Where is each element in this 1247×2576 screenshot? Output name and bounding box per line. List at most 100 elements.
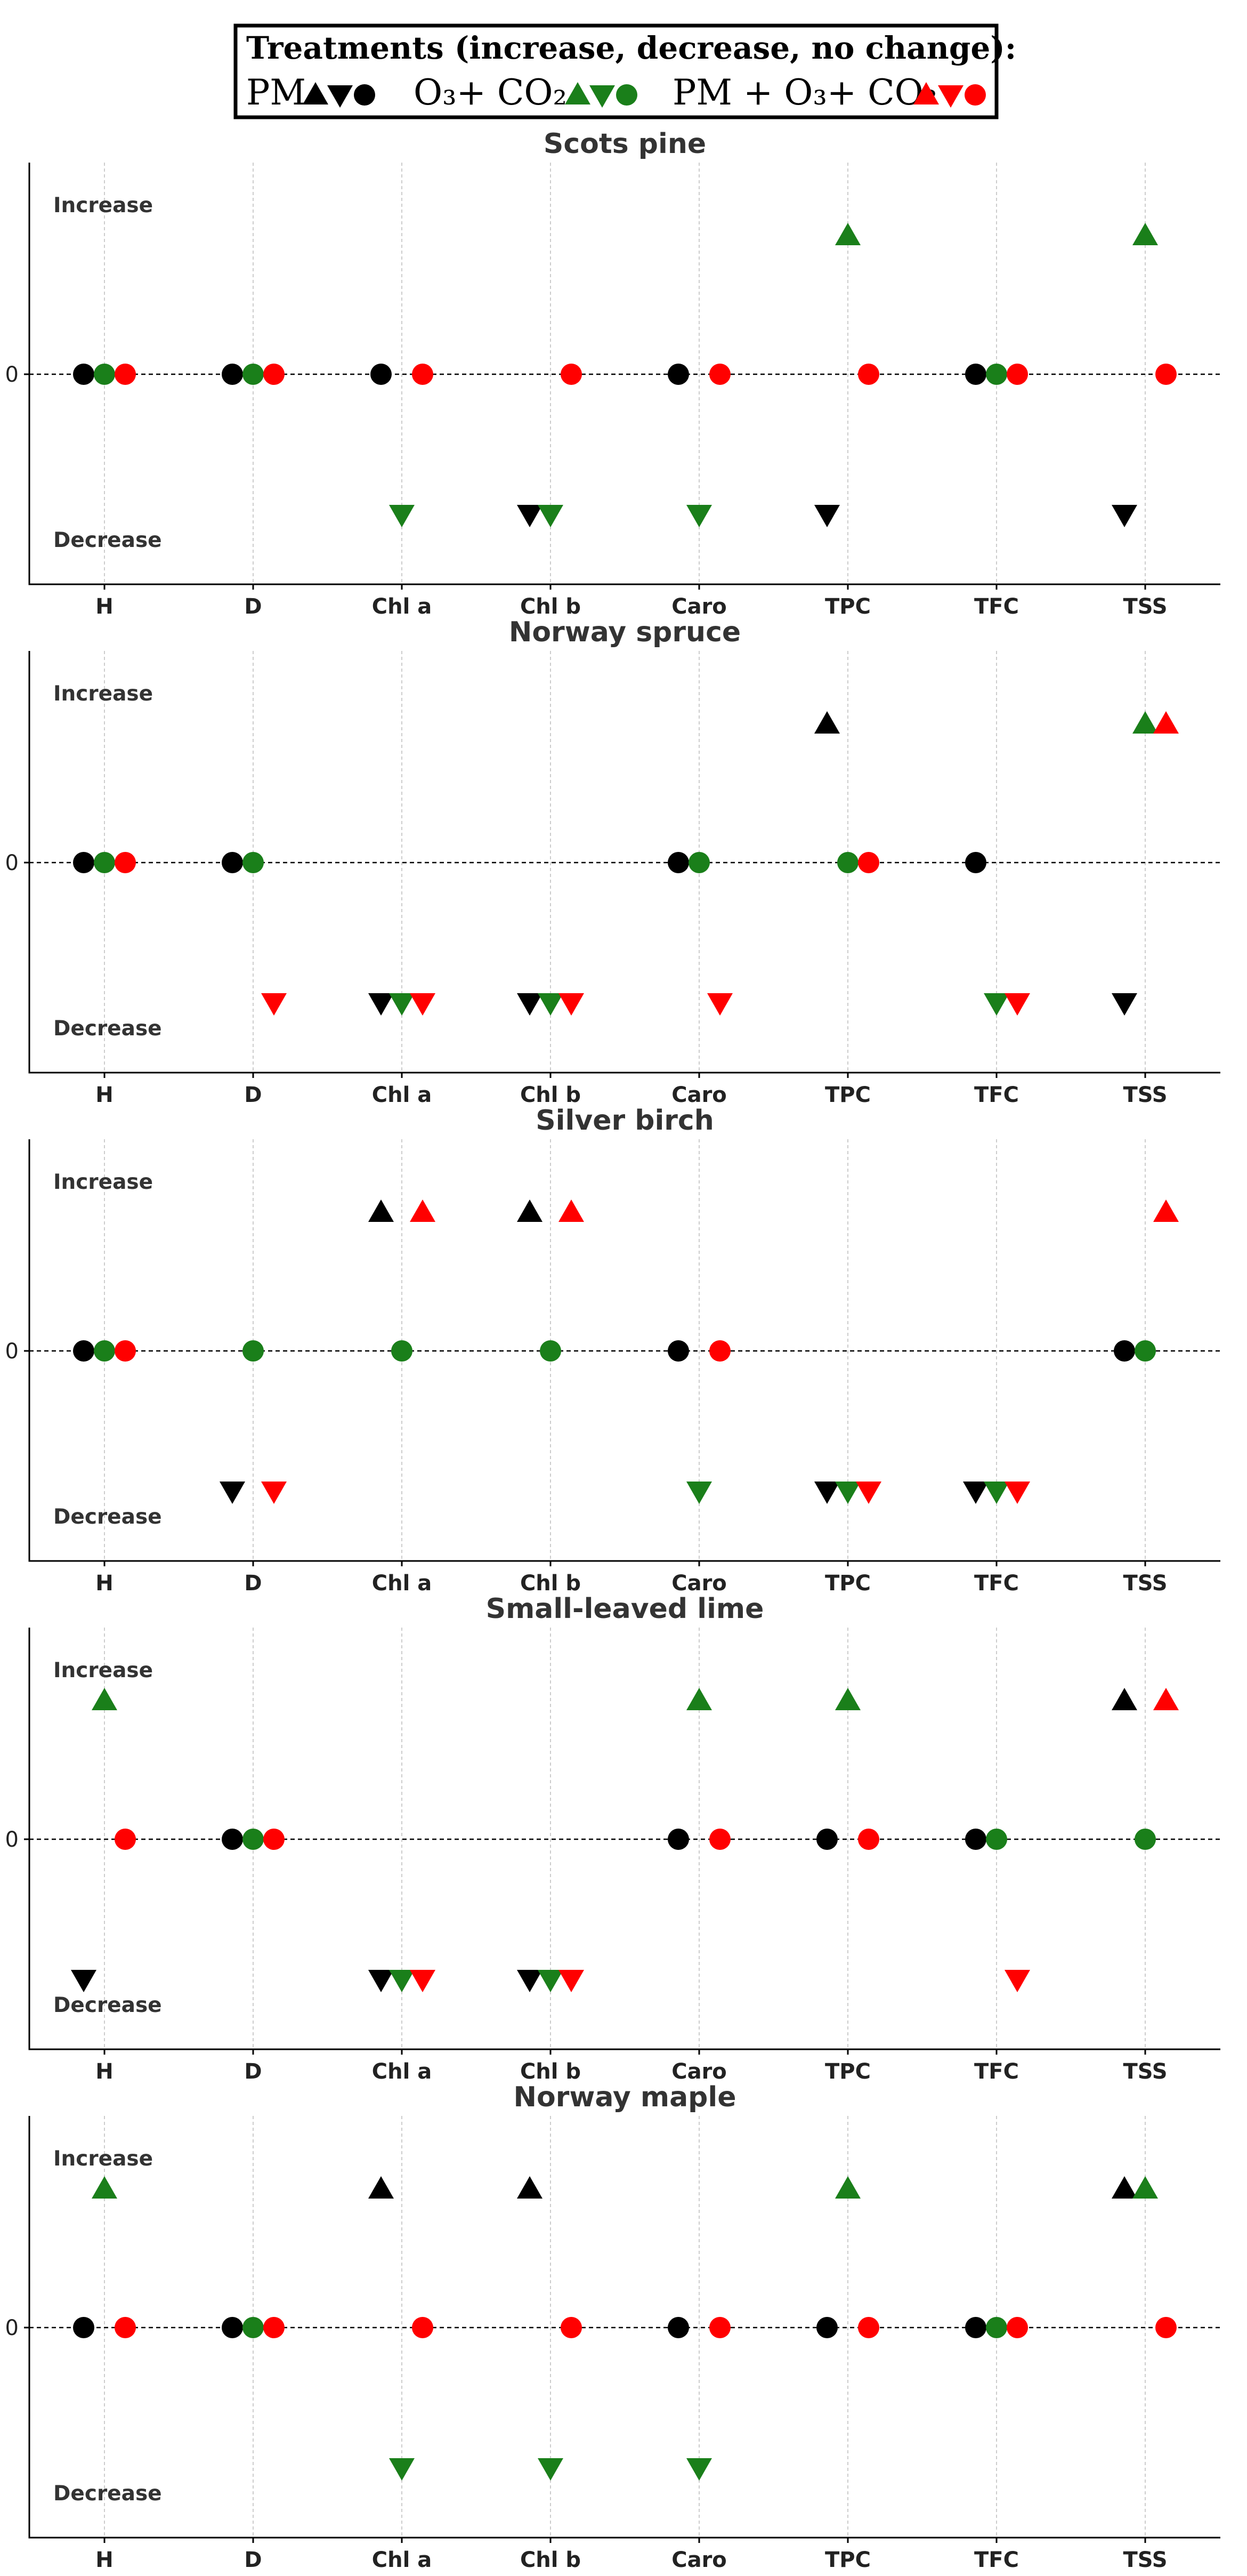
marker-increase (558, 1200, 584, 1222)
marker-no-change (668, 1340, 689, 1362)
marker-decrease (1005, 1970, 1030, 1992)
marker-no-change (561, 2317, 582, 2338)
marker-no-change (242, 852, 264, 873)
legend-entries: PM O₃+ CO₂ PM + O₃+ CO₂ (246, 72, 986, 113)
legend-nochange-marker (965, 84, 986, 106)
marker-decrease (814, 1482, 840, 1504)
marker-decrease (71, 1970, 96, 1992)
marker-decrease (517, 993, 542, 1016)
axes (28, 1139, 1220, 1562)
marker-increase (1112, 2176, 1137, 2199)
marker-no-change (709, 1829, 731, 1850)
marker-no-change (115, 852, 136, 873)
marker-increase (1153, 711, 1179, 734)
panel-title: Small-leaved lime (486, 1593, 764, 1625)
x-tick-label: Caro (671, 1083, 727, 1107)
marker-decrease (368, 993, 394, 1016)
marker-no-change (94, 852, 115, 873)
marker-no-change (94, 1340, 115, 1362)
decrease-label: Decrease (53, 528, 162, 552)
legend-label-3: PM + O₃+ CO₂ (673, 72, 937, 113)
marker-decrease (517, 1970, 542, 1992)
marker-decrease (389, 2458, 415, 2481)
increase-label: Increase (53, 682, 153, 706)
marker-no-change (412, 2317, 433, 2338)
marker-no-change (965, 852, 986, 873)
marker-no-change (73, 1340, 94, 1362)
panels: Scots pine 0 Increase Decrease H D Chl a Chl b C… (5, 128, 1220, 2572)
marker-decrease (1112, 505, 1137, 527)
decrease-label: Decrease (53, 1993, 162, 2017)
marker-decrease (220, 1482, 245, 1504)
marker-no-change (115, 1829, 136, 1850)
marker-decrease (1005, 993, 1030, 1016)
marker-no-change (986, 2317, 1007, 2338)
marker-no-change (540, 1340, 561, 1362)
marker-decrease (389, 993, 415, 1016)
axes (28, 651, 1220, 1074)
x-tick-label: TSS (1123, 1571, 1167, 1596)
marker-decrease (410, 993, 435, 1016)
marker-decrease (389, 505, 415, 527)
legend: Treatments (increase, decrease, no chang… (233, 23, 1016, 119)
marker-increase (1132, 2176, 1158, 2199)
marker-no-change (1007, 2317, 1028, 2338)
marker-no-change (837, 852, 859, 873)
marker-decrease (538, 1970, 563, 1992)
marker-decrease (707, 993, 733, 1016)
axes (28, 1628, 1220, 2050)
marker-no-change (1135, 1829, 1156, 1850)
x-tick-label: Caro (671, 594, 727, 619)
marker-no-change (561, 364, 582, 385)
marker-increase (835, 1688, 861, 1710)
marker-decrease (1112, 993, 1137, 1016)
y-tick-label: 0 (5, 1828, 19, 1852)
marker-increase (368, 2176, 394, 2199)
marker-no-change (965, 1829, 986, 1850)
x-tick-label: Caro (671, 2548, 727, 2572)
marker-decrease (984, 993, 1009, 1016)
marker-decrease (963, 1482, 989, 1504)
x-tick-label: D (244, 1083, 262, 1107)
marker-increase (368, 1200, 394, 1222)
marker-decrease (538, 993, 563, 1016)
x-tick-label: D (244, 2548, 262, 2572)
marker-decrease (686, 505, 712, 527)
marker-decrease (261, 1482, 287, 1504)
marker-decrease (261, 993, 287, 1016)
marker-no-change (1155, 2317, 1177, 2338)
marker-no-change (709, 364, 731, 385)
x-tick-label: Chl a (372, 2059, 432, 2084)
marker-increase (92, 2176, 117, 2199)
marker-no-change (73, 852, 94, 873)
x-tick-label: H (95, 1083, 113, 1107)
x-tick-label: Chl a (372, 2548, 432, 2572)
marker-no-change (242, 1340, 264, 1362)
marker-no-change (263, 2317, 285, 2338)
marker-increase (814, 711, 840, 734)
y-tick-label: 0 (5, 2316, 19, 2340)
increase-label: Increase (53, 1170, 153, 1194)
marker-decrease (856, 1482, 881, 1504)
legend-nochange-marker (354, 84, 375, 106)
x-tick-label: H (95, 2548, 113, 2572)
x-tick-label: Chl b (520, 2548, 581, 2572)
marker-decrease (538, 2458, 563, 2481)
marker-no-change (858, 1829, 879, 1850)
marker-no-change (668, 852, 689, 873)
marker-no-change (709, 1340, 731, 1362)
x-tick-label: Caro (671, 2059, 727, 2084)
legend-increase-marker (565, 82, 590, 104)
y-tick-label: 0 (5, 851, 19, 875)
decrease-label: Decrease (53, 1505, 162, 1529)
increase-label: Increase (53, 194, 153, 218)
x-tick-label: TFC (974, 1571, 1019, 1596)
legend-nochange-marker (616, 84, 637, 106)
x-tick-label: TPC (825, 594, 871, 619)
x-tick-label: Chl a (372, 1083, 432, 1107)
marker-increase (517, 2176, 542, 2199)
x-tick-label: D (244, 1571, 262, 1596)
x-tick-label: TFC (974, 1083, 1019, 1107)
marker-decrease (368, 1970, 394, 1992)
x-tick-label: Chl a (372, 1571, 432, 1596)
